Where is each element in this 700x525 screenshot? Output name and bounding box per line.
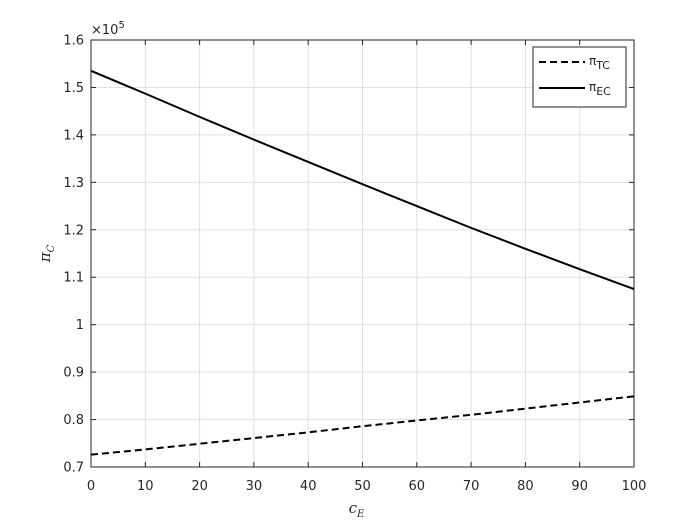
x-tick-label: 60 bbox=[409, 479, 426, 494]
legend-subscript: EC bbox=[596, 85, 611, 98]
legend-label: πEC bbox=[589, 80, 611, 98]
x-label-sub: E bbox=[356, 509, 365, 520]
legend-name: π bbox=[589, 80, 596, 94]
x-tick-label: 80 bbox=[517, 479, 534, 494]
y-tick-label: 0.9 bbox=[63, 366, 84, 381]
x-tick-label: 70 bbox=[463, 479, 480, 494]
x-tick-label: 30 bbox=[246, 479, 263, 494]
y-tick-label: 1 bbox=[76, 318, 84, 333]
x-tick-label: 50 bbox=[354, 479, 371, 494]
legend-box bbox=[532, 46, 627, 108]
y-multiplier-base: ×10 bbox=[91, 23, 118, 38]
y-axis-label: πC bbox=[36, 244, 57, 263]
series-line bbox=[90, 69, 635, 291]
x-axis-label: cE bbox=[349, 499, 365, 520]
legend-label: πTC bbox=[589, 54, 610, 72]
y-multiplier-exponent: 5 bbox=[118, 20, 124, 31]
x-tick-label: 40 bbox=[300, 479, 317, 494]
x-tick-label: 0 bbox=[87, 479, 95, 494]
y-tick-label: 1.1 bbox=[63, 271, 84, 286]
x-label-main: c bbox=[349, 499, 358, 517]
y-tick-label: 1.3 bbox=[63, 176, 84, 191]
x-tick-label: 100 bbox=[622, 479, 647, 494]
y-tick-label: 1.5 bbox=[63, 81, 84, 96]
y-label-main: π bbox=[36, 251, 54, 263]
legend-subscript: TC bbox=[595, 59, 610, 72]
plot-frame bbox=[90, 39, 635, 468]
x-tick-label: 90 bbox=[571, 479, 588, 494]
y-tick-label: 1.2 bbox=[63, 223, 84, 238]
y-tick-label: 0.8 bbox=[63, 413, 84, 428]
x-tick-label: 10 bbox=[137, 479, 154, 494]
x-tick-label: 20 bbox=[191, 479, 208, 494]
y-multiplier: ×105 bbox=[91, 20, 125, 38]
y-label-sub: C bbox=[46, 244, 57, 252]
legend-name: π bbox=[589, 54, 596, 68]
y-tick-label: 1.4 bbox=[63, 128, 84, 143]
series-line bbox=[90, 395, 635, 456]
y-tick-label: 0.7 bbox=[63, 461, 84, 476]
y-tick-label: 1.6 bbox=[63, 34, 84, 49]
